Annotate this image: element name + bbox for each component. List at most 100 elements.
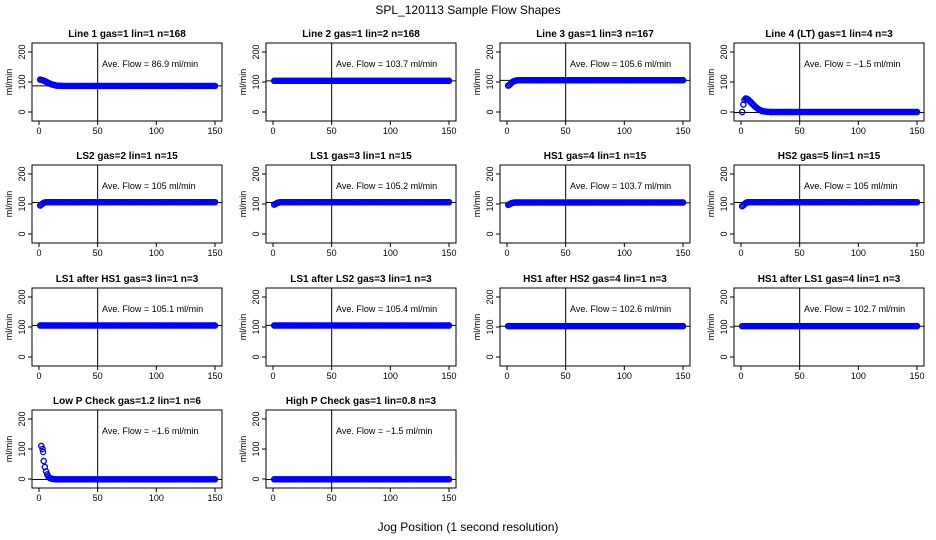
data-points [36, 198, 219, 209]
x-tick-label: 50 [93, 371, 103, 381]
x-tick-label: 150 [909, 248, 924, 258]
y-tick-label: 100 [485, 319, 495, 334]
y-tick-label: 0 [485, 354, 495, 359]
y-tick-label: 0 [251, 476, 261, 481]
average-flow-annotation: Ave. Flow = 103.7 ml/min [336, 59, 437, 69]
x-tick-label: 0 [36, 126, 41, 136]
data-point [211, 322, 219, 329]
y-tick-label: 100 [251, 74, 261, 89]
y-axis-label: ml/min [238, 436, 248, 463]
data-point [445, 476, 453, 483]
chart-panel-8: HS2 gas=5 lin=1 n=15 0 50 100 150 0 100 200ml/m… [706, 151, 925, 258]
x-tick-label: 50 [93, 248, 103, 258]
x-tick-label: 0 [36, 493, 41, 503]
average-flow-annotation: Ave. Flow = 105.4 ml/min [336, 304, 437, 314]
y-tick-label: 0 [719, 231, 729, 236]
x-tick-label: 150 [675, 248, 690, 258]
y-tick-label: 100 [719, 74, 729, 89]
data-point [42, 468, 50, 475]
plot-frame [31, 42, 223, 122]
data-point [211, 476, 219, 483]
data-point [445, 322, 453, 329]
panel-title: HS1 after LS1 gas=4 lin=1 n=3 [758, 274, 901, 285]
chart-panel-5: LS2 gas=2 lin=1 n=15 0 50 100 150 0 100 200ml/m… [4, 151, 223, 258]
panel-title: LS1 gas=3 lin=1 n=15 [310, 151, 412, 162]
y-axis-label: ml/min [706, 191, 716, 218]
x-tick-label: 0 [270, 493, 275, 503]
data-points [36, 76, 219, 90]
data-point [913, 198, 921, 206]
y-tick-label: 200 [17, 166, 27, 181]
x-tick-label: 150 [207, 248, 222, 258]
average-flow-annotation: Ave. Flow = −1.6 ml/min [102, 426, 198, 436]
average-flow-annotation: Ave. Flow = −1.5 ml/min [804, 59, 900, 69]
figure-title: SPL_120113 Sample Flow Shapes [375, 3, 560, 17]
average-flow-annotation: Ave. Flow = 105.2 ml/min [336, 181, 437, 191]
x-tick-label: 150 [441, 248, 456, 258]
y-tick-label: 200 [251, 411, 261, 426]
data-point [679, 199, 687, 206]
data-point [738, 108, 746, 116]
y-tick-label: 200 [485, 166, 495, 181]
y-tick-label: 100 [719, 196, 729, 211]
y-tick-label: 100 [17, 319, 27, 334]
y-tick-label: 0 [251, 354, 261, 359]
data-points [738, 95, 921, 116]
x-tick-label: 0 [738, 126, 743, 136]
chart-panel-13: Low P Check gas=1.2 lin=1 n=6 0 50 100 150 0 1… [4, 396, 223, 503]
x-tick-label: 150 [207, 493, 222, 503]
y-axis-label: ml/min [4, 191, 14, 218]
x-tick-label: 50 [327, 248, 337, 258]
x-tick-label: 150 [207, 371, 222, 381]
y-axis-label: ml/min [706, 314, 716, 341]
y-axis-label: ml/min [4, 436, 14, 463]
average-flow-annotation: Ave. Flow = 102.7 ml/min [804, 304, 905, 314]
x-tick-label: 50 [327, 126, 337, 136]
data-point [445, 198, 453, 206]
x-tick-label: 0 [738, 248, 743, 258]
x-tick-label: 100 [851, 248, 866, 258]
x-tick-label: 150 [675, 126, 690, 136]
panel-title: Line 2 gas=1 lin=2 n=168 [302, 29, 420, 40]
y-tick-label: 200 [251, 289, 261, 304]
average-flow-annotation: Ave. Flow = −1.5 ml/min [336, 426, 432, 436]
y-tick-label: 100 [485, 196, 495, 211]
x-tick-label: 150 [909, 126, 924, 136]
x-tick-label: 100 [149, 371, 164, 381]
y-tick-label: 100 [251, 441, 261, 456]
x-tick-label: 50 [327, 493, 337, 503]
x-tick-label: 100 [149, 493, 164, 503]
x-tick-label: 150 [909, 371, 924, 381]
chart-panel-7: HS1 gas=4 lin=1 n=15 0 50 100 150 0 100 200ml/m… [472, 151, 691, 258]
x-tick-label: 50 [795, 248, 805, 258]
y-tick-label: 100 [17, 74, 27, 89]
data-points [504, 322, 687, 330]
data-point [913, 322, 921, 330]
x-tick-label: 100 [617, 248, 632, 258]
y-tick-label: 100 [251, 196, 261, 211]
data-points [504, 76, 687, 89]
chart-panel-6: LS1 gas=3 lin=1 n=15 0 50 100 150 0 100 200ml/m… [238, 151, 457, 258]
x-tick-label: 150 [441, 493, 456, 503]
x-tick-label: 150 [207, 126, 222, 136]
x-tick-label: 0 [504, 126, 509, 136]
y-axis-label: ml/min [238, 191, 248, 218]
y-tick-label: 100 [17, 196, 27, 211]
average-flow-annotation: Ave. Flow = 102.6 ml/min [570, 304, 671, 314]
x-tick-label: 0 [36, 248, 41, 258]
data-point [679, 322, 687, 330]
data-points [738, 322, 921, 330]
y-tick-label: 0 [485, 109, 495, 114]
average-flow-annotation: Ave. Flow = 86.9 ml/min [102, 59, 198, 69]
chart-panel-14: High P Check gas=1 lin=0.8 n=3 0 50 100 150 0… [238, 396, 457, 503]
data-points [270, 77, 453, 85]
y-axis-label: ml/min [4, 314, 14, 341]
panel-title: High P Check gas=1 lin=0.8 n=3 [286, 396, 437, 407]
x-tick-label: 100 [383, 248, 398, 258]
x-tick-label: 50 [561, 126, 571, 136]
y-tick-label: 100 [485, 74, 495, 89]
data-point [39, 448, 47, 456]
y-tick-label: 0 [251, 231, 261, 236]
panel-title: Low P Check gas=1.2 lin=1 n=6 [53, 396, 201, 407]
